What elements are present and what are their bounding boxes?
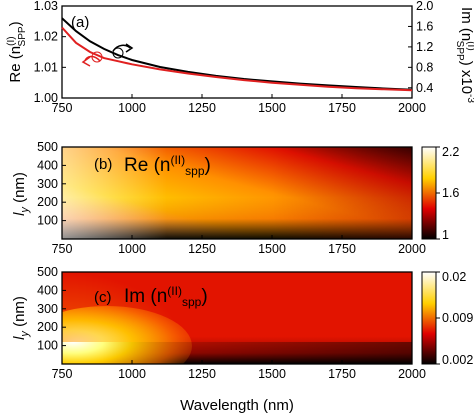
panel-a-frame: [61, 5, 413, 99]
panel-c-xtick-label: 1500: [258, 367, 286, 381]
panel-b-xtick-label: 1500: [258, 242, 286, 256]
panel-a-xtick-label: 1000: [118, 101, 146, 115]
colorbar-tick-label: 2.2: [442, 145, 459, 159]
panel-c-ytick-label: 500: [37, 265, 58, 279]
panel-b-ytick-label: 500: [37, 140, 58, 154]
panel-c-ticks: 750 1000 1250 1500 1750 2000 100 200 300 400 500: [37, 265, 426, 381]
panel-a-xtick-label: 1750: [328, 101, 356, 115]
panel-c-ylabel: ly (nm): [11, 296, 31, 340]
heatmap-b-area: [62, 147, 412, 239]
red-arrowhead-icon: [81, 56, 91, 67]
panel-b-xtick-label: 750: [52, 242, 73, 256]
panel-a-xtick-label: 1500: [258, 101, 286, 115]
panel-b-xtick-label: 2000: [398, 242, 426, 256]
panel-c: 750 1000 1250 1500 1750 2000 100 200 300 400 500 (…: [37, 265, 473, 414]
panel-c-title: Im (n(II)spp): [124, 284, 208, 309]
panel-a-ticks: 750 1000 1250 1500 1750 2000 1.00 1.01 1.02 1.03 0…: [34, 0, 434, 115]
panel-c-ytick-label: 400: [37, 283, 58, 297]
colorbar-tick-label: 0.02: [442, 270, 466, 284]
black-arrowhead-icon: [125, 43, 134, 53]
panel-a-xtick-label: 1250: [188, 101, 216, 115]
panel-c-ytick-label: 300: [37, 302, 58, 316]
panel-a-ytick-right-label: 1.2: [416, 40, 433, 54]
panel-c-label: (c): [94, 289, 112, 306]
panel-b-xtick-label: 1000: [118, 242, 146, 256]
panel-c-xtick-label: 1750: [328, 367, 356, 381]
colorbar-b: [421, 146, 437, 240]
panel-a-ytick-right-label: 1.6: [416, 19, 433, 33]
colorbar-tick-label: 0.002: [442, 353, 473, 367]
panel-a-ytick-left-label: 1.00: [34, 91, 58, 105]
panel-c-frame: [61, 271, 413, 365]
panel-b-ytick-label: 400: [37, 158, 58, 172]
black-marker-circle: [112, 47, 124, 59]
panel-b-xtick-label: 1250: [188, 242, 216, 256]
panel-b: 750 1000 1250 1500 1750 2000 100 200 300 400 500 (…: [37, 140, 459, 256]
colorbar-tick-label: 1.6: [442, 186, 459, 200]
panel-a-label: (a): [71, 14, 89, 31]
panel-b-ytick-label: 200: [37, 195, 58, 209]
panel-c-xtick-label: 1000: [118, 367, 146, 381]
panel-a-ytick-left-label: 1.02: [34, 30, 58, 44]
panel-c-xtick-label: 2000: [398, 367, 426, 381]
colorbar-tick-label: 1: [442, 228, 449, 242]
panel-c-xtick-label: 750: [52, 367, 73, 381]
heatmap-c-area: [62, 272, 412, 364]
panel-b-ticks: 750 1000 1250 1500 1750 2000 100 200 300 400 500: [37, 140, 426, 256]
panel-b-title: Re (n(II)spp): [124, 153, 211, 178]
panel-c-xtick-label: 1250: [188, 367, 216, 381]
panel-a-ytick-right-label: 0.8: [416, 60, 433, 74]
panel-a-ytick-left-label: 1.03: [34, 0, 58, 13]
panel-a: 750 1000 1250 1500 1750 2000 1.00 1.01 1.02 1.03 0…: [6, 0, 474, 115]
panel-c-ytick-label: 100: [37, 339, 58, 353]
red-marker-circle: [91, 51, 103, 63]
panel-b-ylabel: ly (nm): [11, 172, 31, 216]
panel-a-ytick-right-label: 0.4: [416, 81, 433, 95]
panel-a-ytick-left-label: 1.01: [34, 60, 58, 74]
re-nI-series-line: [61, 17, 413, 91]
panel-a-ylabel-left: Re (n(I)SPP): [6, 21, 28, 82]
colorbar-tick-label: 0.009: [442, 311, 473, 325]
colorbar-b-ticks: 1 1.6 2.2: [436, 145, 459, 242]
panel-a-xtick-label: 750: [52, 101, 73, 115]
colorbar-c-ticks: 0.002 0.009 0.02: [436, 270, 473, 367]
panel-a-ylabel-right: Im (n(I)SPP) x10-3: [454, 7, 474, 103]
panel-b-xtick-label: 1750: [328, 242, 356, 256]
panel-b-ytick-label: 300: [37, 177, 58, 191]
panel-a-lines: [61, 17, 413, 92]
panel-b-ytick-label: 100: [37, 214, 58, 228]
panel-b-label: (b): [94, 156, 112, 173]
panel-a-ytick-right-label: 2.0: [416, 0, 433, 13]
im-nI-series-line: [61, 26, 413, 92]
panel-b-frame: [61, 146, 413, 240]
panel-a-xtick-label: 2000: [398, 101, 426, 115]
colorbar-c: [421, 271, 437, 365]
x-axis-label: Wavelength (nm): [180, 397, 294, 414]
panel-c-ytick-label: 200: [37, 320, 58, 334]
